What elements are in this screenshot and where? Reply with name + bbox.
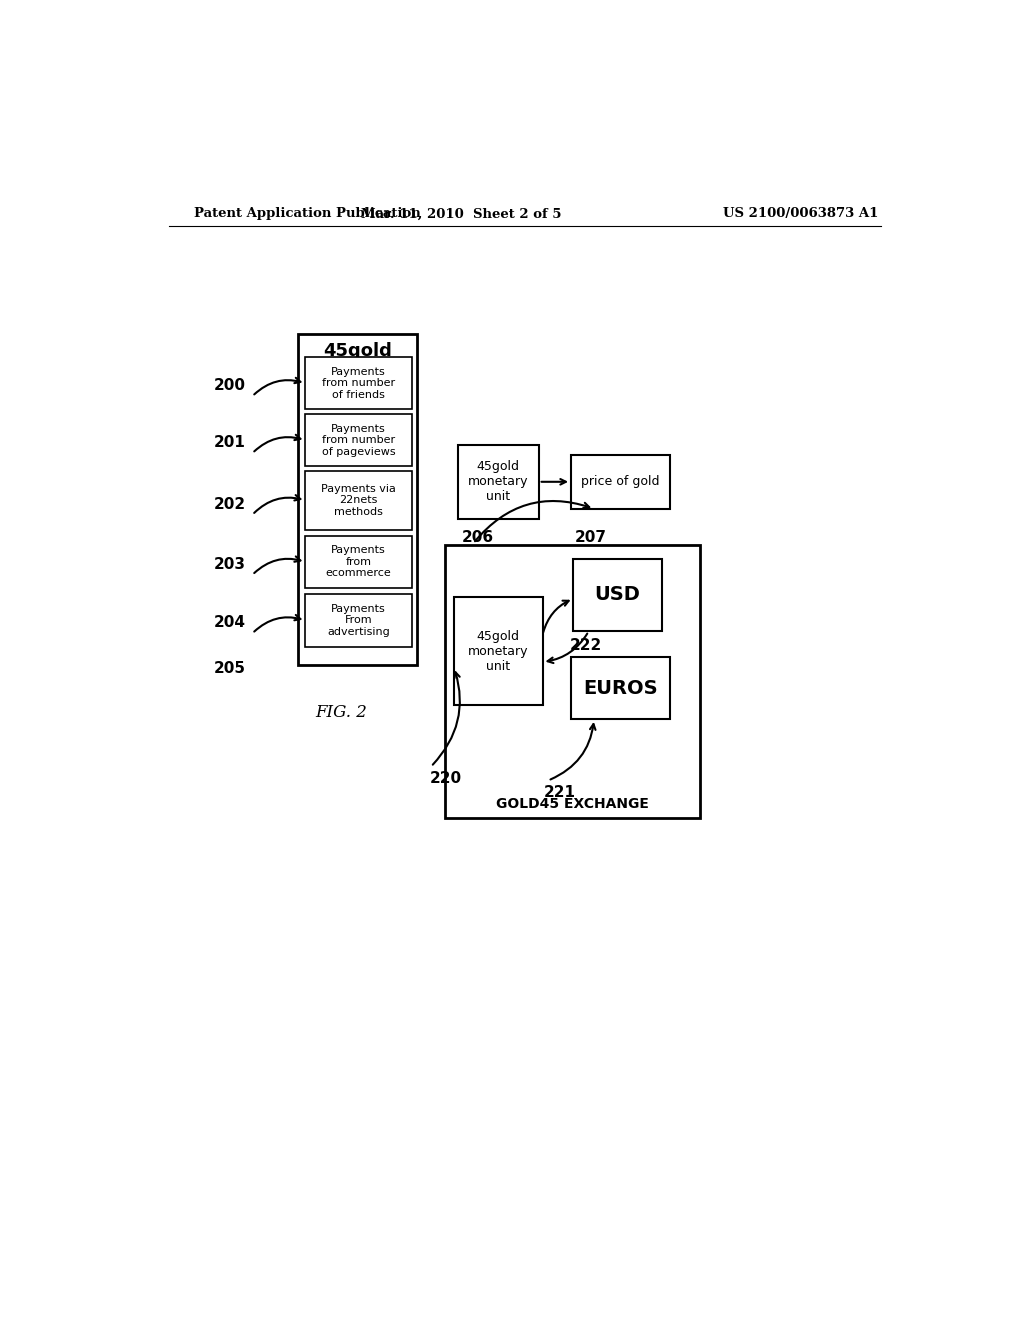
Text: Payments via
22nets
methods: Payments via 22nets methods [322, 483, 396, 517]
Bar [573, 558, 662, 631]
Text: 221: 221 [544, 784, 577, 800]
Text: 206: 206 [462, 529, 494, 545]
Text: FIG. 2: FIG. 2 [315, 705, 368, 721]
Text: Payments
from number
of friends: Payments from number of friends [322, 367, 395, 400]
Bar [444, 545, 700, 817]
Text: EUROS: EUROS [583, 678, 657, 698]
Bar [305, 414, 412, 466]
Text: 204: 204 [214, 615, 246, 630]
Bar [454, 598, 543, 705]
Bar [305, 594, 412, 647]
Bar [305, 536, 412, 589]
Text: Payments
from
ecommerce: Payments from ecommerce [326, 545, 391, 578]
Text: 45gold
monetary
unit: 45gold monetary unit [468, 461, 528, 503]
Text: 222: 222 [569, 638, 602, 652]
Text: 205: 205 [214, 660, 246, 676]
Bar [571, 455, 670, 508]
Text: GOLD45 EXCHANGE: GOLD45 EXCHANGE [496, 797, 649, 810]
Text: Patent Application Publication: Patent Application Publication [194, 207, 421, 220]
Text: 45gold: 45gold [324, 342, 392, 360]
Text: 220: 220 [429, 771, 462, 785]
Bar [458, 445, 539, 519]
Bar [298, 334, 417, 665]
Text: Payments
From
advertising: Payments From advertising [327, 603, 390, 638]
Bar [305, 471, 412, 529]
Text: USD: USD [595, 586, 641, 605]
Text: 201: 201 [214, 436, 246, 450]
Text: price of gold: price of gold [581, 475, 659, 488]
Bar [305, 358, 412, 409]
Text: Mar. 11, 2010  Sheet 2 of 5: Mar. 11, 2010 Sheet 2 of 5 [361, 207, 562, 220]
Text: 202: 202 [214, 496, 246, 512]
Text: 207: 207 [574, 529, 607, 545]
Text: 45gold
monetary
unit: 45gold monetary unit [468, 630, 528, 673]
Text: 203: 203 [214, 557, 246, 572]
Text: 200: 200 [214, 378, 246, 393]
Text: Payments
from number
of pageviews: Payments from number of pageviews [322, 424, 395, 457]
Text: US 2100/0063873 A1: US 2100/0063873 A1 [723, 207, 879, 220]
Bar [571, 657, 670, 719]
